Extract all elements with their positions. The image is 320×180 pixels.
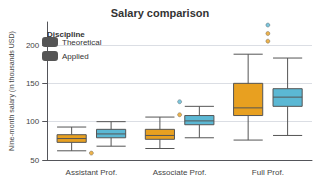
svg-text:Salary comparison: Salary comparison [111,7,210,19]
svg-text:150: 150 [26,79,40,88]
svg-text:50: 50 [30,156,39,165]
svg-text:200: 200 [26,41,40,50]
svg-text:Nine-month salary (in thousand: Nine-month salary (in thousands USD) [8,31,16,151]
svg-text:Discipline: Discipline [47,30,85,39]
svg-text:Full Prof.: Full Prof. [252,168,284,177]
svg-text:Associate Prof.: Associate Prof. [153,168,207,177]
svg-text:100: 100 [26,117,40,126]
svg-text:Applied: Applied [62,52,89,61]
svg-text:Theoretical: Theoretical [62,38,102,47]
svg-text:Assistant Prof.: Assistant Prof. [66,168,118,177]
